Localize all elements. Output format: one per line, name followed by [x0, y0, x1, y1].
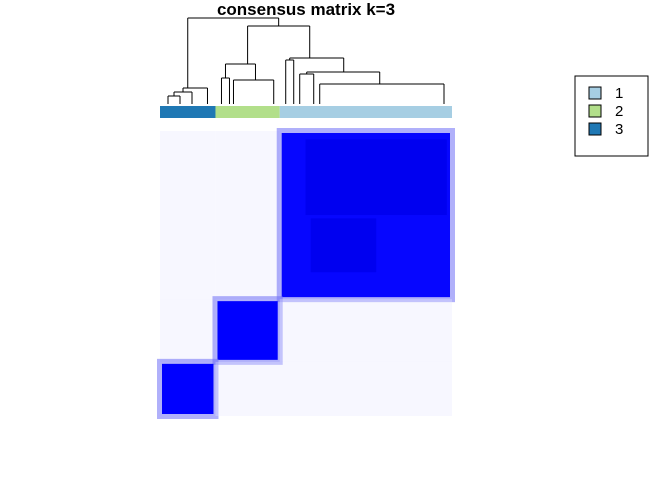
off-diagonal-block-1-2	[215, 131, 280, 300]
off-diagonal-block-3-1	[279, 361, 452, 416]
sub-block-cluster-1b	[310, 218, 377, 273]
annotation-segment-cluster-3	[160, 106, 216, 118]
off-diagonal-block-3-2	[215, 361, 280, 416]
legend: 123	[574, 75, 649, 157]
legend-label-3: 3	[615, 121, 623, 138]
legend-label-2: 2	[615, 103, 623, 120]
legend-swatch-2	[588, 104, 602, 118]
legend-box	[574, 75, 649, 157]
annotation-segment-cluster-2	[215, 106, 280, 118]
annotation-segment-cluster-1	[279, 106, 452, 118]
sub-block-cluster-1a	[305, 139, 447, 216]
consensus-block-cluster-3	[162, 363, 214, 414]
legend-label-1: 1	[615, 85, 623, 102]
legend-swatch-1	[588, 86, 602, 100]
consensus-heatmap	[157, 128, 455, 419]
off-diagonal-block-2-3	[160, 299, 216, 362]
off-diagonal-block-2-1	[279, 299, 452, 362]
column-dendrogram	[167, 17, 445, 104]
cluster-annotation-bar	[160, 106, 452, 118]
off-diagonal-block-1-3	[160, 131, 216, 300]
consensus-block-cluster-2	[217, 301, 278, 360]
chart-title: consensus matrix k=3	[217, 0, 395, 19]
legend-swatch-3	[588, 122, 602, 136]
